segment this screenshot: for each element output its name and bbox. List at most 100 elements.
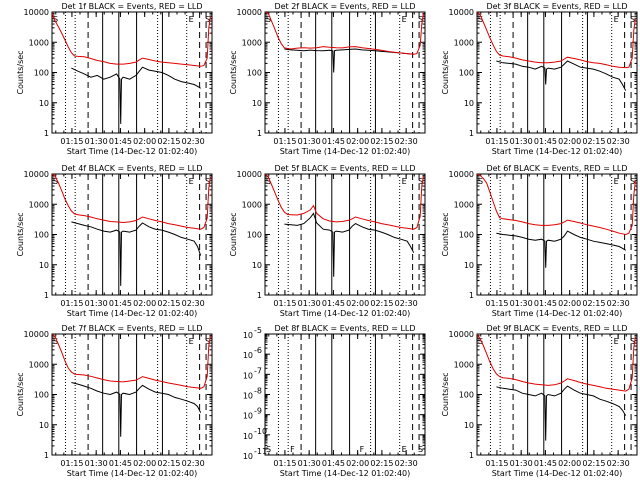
y-tick-label: 10 <box>243 412 253 421</box>
x-tick-label: 02:00 <box>133 299 156 308</box>
y-tick-exponent: -7 <box>254 366 262 375</box>
region-label: E <box>402 177 407 186</box>
y-tick-label: 1000 <box>454 360 474 369</box>
x-tick-label: 02:00 <box>558 459 581 468</box>
y-tick-label: 1 <box>44 291 49 300</box>
x-tick-label: 02:00 <box>346 299 369 308</box>
y-tick-label: 100 <box>34 231 49 240</box>
x-tick-label: 01:45 <box>322 299 345 308</box>
y-axis-label: Counts/sec <box>441 50 450 94</box>
y-tick-label: 10 <box>243 331 253 340</box>
lld-series-line <box>477 12 636 69</box>
region-label: S <box>478 337 483 346</box>
region-label: S <box>205 337 210 346</box>
events-series-line <box>496 385 627 441</box>
x-tick-label: 01:45 <box>109 459 132 468</box>
y-tick-label: 1 <box>469 291 474 300</box>
region-label: S <box>418 445 423 454</box>
x-tick-label: 01:15 <box>60 459 83 468</box>
panel-title: Det 2f BLACK = Events, RED = LLD <box>274 2 415 11</box>
y-axis-label: Counts/sec <box>441 372 450 416</box>
region-label: S <box>478 15 483 24</box>
region-label: E <box>402 15 407 24</box>
detector-panel: Det 1f BLACK = Events, RED = LLD 1 10 100 10… <box>16 2 213 156</box>
x-tick-label: 01:45 <box>534 137 557 146</box>
x-tick-label: 01:15 <box>273 137 296 146</box>
lld-series-line <box>52 13 211 67</box>
region-label: E <box>189 337 194 346</box>
region-label: S <box>266 177 271 186</box>
events-series-line <box>71 382 202 437</box>
y-tick-label: 100 <box>247 231 262 240</box>
lld-series-line <box>52 174 211 230</box>
x-axis-label: Start Time (14-Dec-12 01:02:40) <box>492 309 623 318</box>
y-tick-label: 100 <box>34 391 49 400</box>
x-tick-label: 02:30 <box>395 459 418 468</box>
region-label: S <box>53 15 58 24</box>
x-tick-label: 02:30 <box>182 459 205 468</box>
y-tick-label: 10 <box>243 392 253 401</box>
x-tick-label: 02:30 <box>395 299 418 308</box>
x-tick-label: 02:15 <box>370 137 393 146</box>
x-tick-label: 01:45 <box>322 459 345 468</box>
x-tick-label: 01:45 <box>109 137 132 146</box>
region-label: S <box>53 337 58 346</box>
region-label: S <box>266 15 271 24</box>
x-tick-label: 02:30 <box>607 299 630 308</box>
panel-title: Det 7f BLACK = Events, RED = LLD <box>61 324 202 333</box>
plot-frame <box>264 11 426 134</box>
x-tick-label: 01:30 <box>85 299 108 308</box>
x-tick-label: 01:30 <box>510 459 533 468</box>
y-tick-label: 1000 <box>454 38 474 47</box>
plot-frame <box>51 173 213 296</box>
y-tick-label: 10 <box>252 99 262 108</box>
y-tick-label: 10 <box>464 421 474 430</box>
y-tick-label: 1 <box>44 451 49 460</box>
y-tick-label: 10 <box>39 421 49 430</box>
y-axis-label: Counts/sec <box>229 212 238 256</box>
y-tick-label: 100 <box>459 391 474 400</box>
y-tick-label: 1000 <box>242 38 262 47</box>
x-tick-label: 01:15 <box>485 137 508 146</box>
plot-frame <box>264 333 426 456</box>
y-tick-label: 1 <box>257 291 262 300</box>
y-tick-exponent: -9 <box>254 407 262 416</box>
y-tick-label: 1000 <box>242 200 262 209</box>
x-tick-label: 02:15 <box>582 299 605 308</box>
region-label: F <box>360 445 365 454</box>
y-tick-label: 1000 <box>454 200 474 209</box>
lld-series-line <box>477 334 636 392</box>
y-tick-label: 100 <box>459 69 474 78</box>
x-tick-label: 01:45 <box>109 299 132 308</box>
region-label: E <box>614 15 619 24</box>
x-tick-label: 01:30 <box>510 137 533 146</box>
x-tick-label: 01:30 <box>510 299 533 308</box>
events-series-line <box>496 230 626 268</box>
x-tick-label: 01:15 <box>273 299 296 308</box>
y-tick-label: 100 <box>34 69 49 78</box>
plot-frame <box>476 11 638 134</box>
region-label: E <box>614 337 619 346</box>
panel-title: Det 8f BLACK = Events, RED = LLD <box>274 324 415 333</box>
y-tick-label: 10 <box>39 99 49 108</box>
y-tick-exponent: -11 <box>254 447 267 456</box>
y-tick-label: 1000 <box>29 38 49 47</box>
detector-panel: Det 3f BLACK = Events, RED = LLD 1 10 100 10… <box>441 2 638 156</box>
plot-frame <box>264 173 426 296</box>
x-tick-label: 01:30 <box>85 137 108 146</box>
lld-series-line <box>477 174 636 236</box>
x-tick-label: 02:30 <box>395 137 418 146</box>
y-tick-exponent: -6 <box>254 346 262 355</box>
x-axis-label: Start Time (14-Dec-12 01:02:40) <box>492 147 623 156</box>
detector-panel: Det 8f BLACK = Events, RED = LLD10-1110-… <box>243 324 426 478</box>
x-tick-label: 02:30 <box>607 459 630 468</box>
x-tick-label: 01:45 <box>322 137 345 146</box>
x-tick-label: 01:15 <box>60 137 83 146</box>
detector-panel: Det 9f BLACK = Events, RED = LLD 1 10 100 10… <box>441 324 638 478</box>
region-label: E <box>189 15 194 24</box>
y-tick-label: 10 <box>464 261 474 270</box>
detector-panel: Det 2f BLACK = Events, RED = LLD 1 10 100 10… <box>229 2 426 156</box>
x-tick-label: 02:15 <box>582 459 605 468</box>
y-axis-label: Counts/sec <box>16 212 25 256</box>
